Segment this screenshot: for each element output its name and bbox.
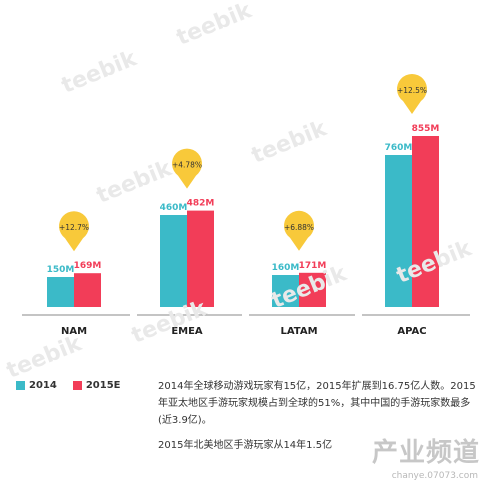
data-label: 855M [412, 124, 440, 134]
bar-2015e-latam [299, 272, 326, 307]
growth-label-nam: +12.7% [59, 223, 89, 232]
category-label-latam: LATAM [280, 326, 317, 337]
data-label: 171M [299, 261, 327, 271]
growth-pin-emea [172, 148, 202, 189]
data-label: 169M [74, 261, 102, 271]
note-paragraph-1: 2014年全球移动游戏玩家有15亿，2015年扩展到16.75亿人数。2015年… [158, 381, 476, 426]
growth-label-emea: +4.78% [172, 161, 202, 170]
legend-label-2015e: 2015E [85, 380, 121, 391]
category-label-emea: EMEA [171, 326, 203, 337]
bar-2015e-nam [74, 273, 101, 307]
legend-swatch-2015e [72, 381, 82, 390]
legend-swatch-2014 [16, 381, 25, 390]
brand-url: chanye.07073.com [391, 471, 478, 481]
growth-pin-latam [284, 210, 314, 251]
brand-logo: 产业频道 [371, 438, 480, 468]
note-paragraph-2: 2015年北美地区手游玩家从14年1.5亿 [158, 440, 333, 451]
legend-item-2015e: 2015E [72, 380, 121, 391]
legend: 2014 2015E [16, 380, 131, 391]
data-label: 760M [385, 143, 413, 153]
legend-item-2014: 2014 [16, 380, 57, 391]
legend-label-2014: 2014 [29, 380, 57, 391]
notes: 2014年全球移动游戏玩家有15亿，2015年扩展到16.75亿人数。2015年… [158, 378, 484, 462]
category-label-apac: APAC [397, 326, 426, 337]
growth-pin-apac [397, 73, 427, 114]
bar-chart: 150M 169M NAM +12.7% 460M 482M EMEA +4.78% 160M 1… [22, 73, 470, 337]
data-label: 160M [272, 263, 300, 273]
bar-2015e-emea [187, 210, 214, 307]
bar-2014-emea [160, 215, 187, 307]
data-label: 460M [160, 203, 188, 213]
data-label: 150M [47, 265, 75, 275]
bar-2015e-apac [412, 136, 439, 307]
growth-pin-nam [59, 211, 89, 252]
growth-label-latam: +6.88% [284, 223, 314, 232]
bar-2014-apac [385, 155, 412, 307]
bar-2014-nam [47, 277, 74, 307]
data-label: 482M [187, 199, 215, 209]
category-label-nam: NAM [61, 326, 87, 337]
bar-2014-latam [272, 275, 299, 307]
growth-label-apac: +12.5% [397, 86, 427, 95]
